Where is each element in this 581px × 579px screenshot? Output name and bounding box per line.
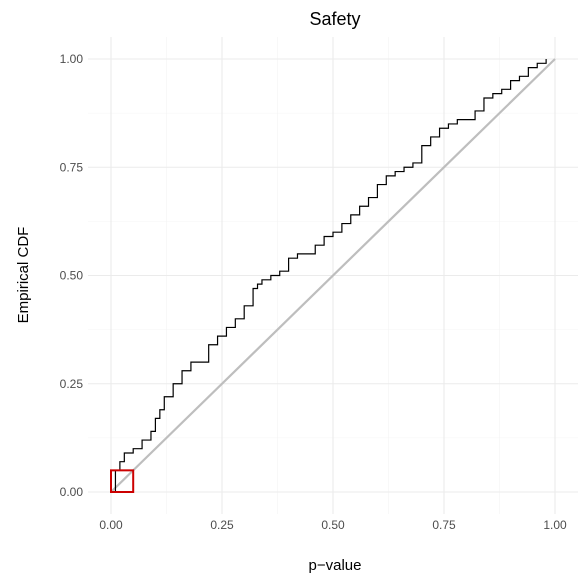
annotations: [110, 469, 135, 494]
x-tick-label: 0.75: [432, 518, 456, 532]
y-tick-label: 0.75: [60, 160, 84, 174]
y-tick-label: 0.00: [60, 485, 84, 499]
y-tick-label: 0.50: [60, 269, 84, 283]
chart-title: Safety: [309, 9, 360, 29]
y-tick-label: 1.00: [60, 52, 84, 66]
uniform-reference-line: [110, 58, 556, 493]
y-tick-label: 0.25: [60, 377, 84, 391]
tick-labels: 0.00 0.25 0.50 0.75 1.00 0.00 0.25 0.50 0.75 1.00: [60, 52, 567, 532]
grid: [88, 37, 578, 514]
highlight-rectangle: [110, 469, 135, 494]
x-tick-label: 1.00: [543, 518, 567, 532]
x-tick-label: 0.50: [321, 518, 345, 532]
series-lines: [110, 58, 556, 493]
x-tick-label: 0.00: [99, 518, 123, 532]
x-tick-label: 0.25: [210, 518, 234, 532]
ecdf-step-line: [111, 59, 547, 493]
y-axis-title: Empirical CDF: [15, 227, 32, 324]
x-axis-title: p−value: [309, 557, 362, 574]
